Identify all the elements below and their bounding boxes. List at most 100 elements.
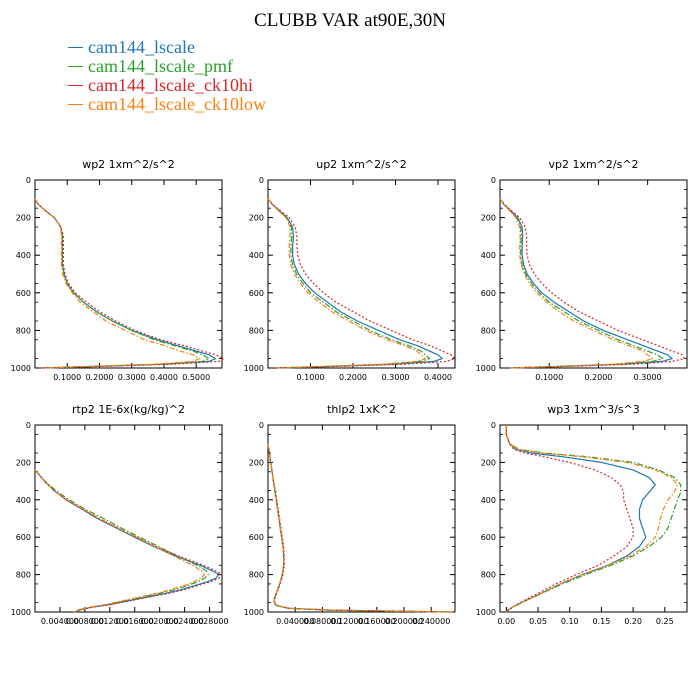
series-line [34, 469, 209, 613]
series-line [267, 443, 452, 613]
y-tick-label: 1000 [244, 364, 264, 373]
x-tick-label: 0.2000 [339, 373, 367, 382]
series-line [34, 469, 206, 613]
series-line [34, 469, 223, 613]
x-tick-label: 0.05 [529, 617, 547, 626]
legend-item: cam144_lscale_ck10hi [68, 76, 266, 95]
y-tick-label: 0 [491, 176, 496, 185]
series-line [267, 198, 431, 369]
y-tick-label: 400 [249, 251, 264, 260]
y-tick-label: 600 [481, 289, 496, 298]
y-tick-label: 1000 [244, 608, 264, 617]
x-tick-label: 0.1000 [53, 373, 81, 382]
x-tick-label: 0.1000 [535, 373, 563, 382]
panel-frame [267, 179, 456, 369]
y-tick-label: 1000 [11, 608, 31, 617]
panel-frame [34, 179, 223, 369]
x-tick-label: 0.160000 [358, 617, 396, 626]
y-tick-label: 800 [16, 326, 31, 335]
y-tick-label: 0 [259, 421, 264, 430]
x-tick-label: 0.25 [656, 617, 674, 626]
legend-label: cam144_lscale_ck10hi [88, 75, 253, 95]
x-tick-label: 0.028000 [190, 617, 228, 626]
series-line [267, 443, 456, 613]
series-line [499, 198, 664, 369]
series-line [499, 198, 686, 369]
legend-swatch [68, 47, 83, 48]
y-tick-label: 1000 [476, 364, 496, 373]
y-tick-label: 400 [16, 251, 31, 260]
panel-title: rtp2 1E-6x(kg/kg)^2 [72, 403, 185, 416]
panel-title: thlp2 1xK^2 [327, 403, 396, 416]
y-tick-label: 600 [249, 533, 264, 542]
y-tick-label: 0 [491, 421, 496, 430]
x-tick-label: 0.024000 [166, 617, 204, 626]
x-tick-label: 0.4000 [150, 373, 178, 382]
panel-title: wp2 1xm^2/s^2 [82, 158, 175, 171]
y-tick-label: 0 [259, 176, 264, 185]
y-tick-label: 200 [16, 214, 31, 223]
legend-item: cam144_lscale_pmf [68, 57, 266, 76]
x-tick-label: 0.008000 [66, 617, 104, 626]
x-tick-label: 0.240000 [412, 617, 450, 626]
x-tick-label: 0.15 [593, 617, 611, 626]
x-tick-label: 0.3000 [634, 373, 662, 382]
panel-title: wp3 1xm^3/s^3 [547, 403, 640, 416]
x-tick-label: 0.00 [497, 617, 515, 626]
legend-swatch [68, 66, 83, 67]
panel-title: up2 1xm^2/s^2 [316, 158, 407, 171]
y-tick-label: 200 [249, 458, 264, 467]
y-tick-label: 400 [16, 496, 31, 505]
y-tick-label: 600 [16, 289, 31, 298]
panel-frame [267, 424, 456, 613]
y-tick-label: 800 [249, 571, 264, 580]
y-tick-label: 600 [16, 533, 31, 542]
x-tick-label: 0.3000 [382, 373, 410, 382]
legend-label: cam144_lscale [88, 37, 195, 57]
page-title: CLUBB VAR at90E,30N [254, 10, 446, 31]
panel-frame [499, 179, 688, 369]
x-tick-label: 0.200000 [385, 617, 423, 626]
legend-item: cam144_lscale [68, 38, 266, 57]
series-line [267, 198, 443, 369]
y-tick-label: 200 [481, 214, 496, 223]
panel-frame [34, 424, 223, 613]
panel-frame [499, 424, 688, 613]
x-tick-label: 0.2000 [584, 373, 612, 382]
y-tick-label: 200 [481, 458, 496, 467]
legend-swatch [68, 85, 83, 86]
x-tick-label: 0.080000 [303, 617, 341, 626]
y-tick-label: 800 [481, 571, 496, 580]
x-tick-label: 0.2000 [85, 373, 113, 382]
panel-title: vp2 1xm^2/s^2 [548, 158, 638, 171]
legend-item: cam144_lscale_ck10low [68, 95, 266, 114]
series-line [267, 198, 456, 369]
series-line [34, 198, 200, 369]
x-tick-label: 0.5000 [182, 373, 210, 382]
legend-label: cam144_lscale_pmf [88, 56, 233, 76]
y-tick-label: 0 [26, 421, 31, 430]
x-tick-label: 0.004000 [41, 617, 79, 626]
x-tick-label: 0.4000 [424, 373, 452, 382]
x-tick-label: 0.040000 [276, 617, 314, 626]
series-line [34, 198, 217, 369]
y-tick-label: 1000 [11, 364, 31, 373]
series-line [267, 198, 426, 369]
series-line [499, 198, 654, 369]
x-tick-label: 0.20 [624, 617, 642, 626]
x-tick-label: 0.020000 [141, 617, 179, 626]
y-tick-label: 800 [249, 326, 264, 335]
x-tick-label: 0.012000 [91, 617, 129, 626]
series-line [267, 443, 452, 613]
series-line [34, 198, 210, 369]
y-tick-label: 0 [26, 176, 31, 185]
x-tick-label: 0.3000 [118, 373, 146, 382]
y-tick-label: 400 [481, 496, 496, 505]
x-tick-label: 0.10 [561, 617, 579, 626]
series-line [505, 425, 634, 613]
y-tick-label: 400 [481, 251, 496, 260]
y-tick-label: 800 [481, 326, 496, 335]
y-tick-label: 600 [249, 289, 264, 298]
y-tick-label: 200 [249, 214, 264, 223]
y-tick-label: 800 [16, 571, 31, 580]
